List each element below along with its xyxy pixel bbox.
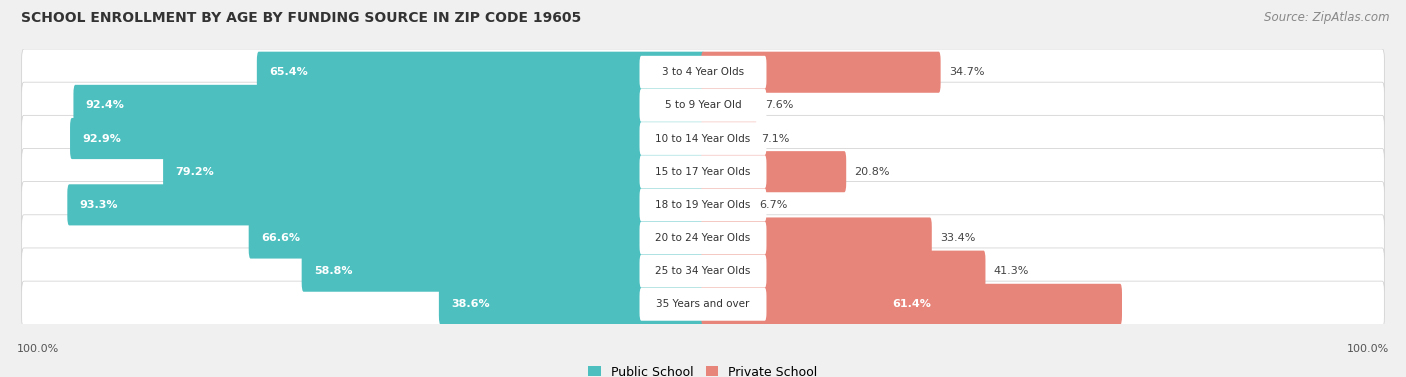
FancyBboxPatch shape (249, 218, 704, 259)
FancyBboxPatch shape (640, 255, 766, 288)
FancyBboxPatch shape (257, 52, 704, 93)
FancyBboxPatch shape (702, 85, 756, 126)
FancyBboxPatch shape (640, 222, 766, 254)
FancyBboxPatch shape (702, 52, 941, 93)
Text: 38.6%: 38.6% (451, 299, 489, 309)
FancyBboxPatch shape (702, 251, 986, 292)
FancyBboxPatch shape (21, 182, 1385, 228)
Text: 7.6%: 7.6% (765, 100, 793, 110)
Text: 79.2%: 79.2% (176, 167, 214, 177)
Text: 33.4%: 33.4% (941, 233, 976, 243)
FancyBboxPatch shape (702, 184, 751, 225)
Text: 20.8%: 20.8% (855, 167, 890, 177)
Text: 92.4%: 92.4% (86, 100, 125, 110)
Text: 5 to 9 Year Old: 5 to 9 Year Old (665, 100, 741, 110)
FancyBboxPatch shape (73, 85, 704, 126)
Text: 34.7%: 34.7% (949, 67, 984, 77)
FancyBboxPatch shape (702, 118, 754, 159)
Text: 15 to 17 Year Olds: 15 to 17 Year Olds (655, 167, 751, 177)
Text: 61.4%: 61.4% (891, 299, 931, 309)
Text: SCHOOL ENROLLMENT BY AGE BY FUNDING SOURCE IN ZIP CODE 19605: SCHOOL ENROLLMENT BY AGE BY FUNDING SOUR… (21, 11, 581, 25)
FancyBboxPatch shape (21, 115, 1385, 162)
Text: 18 to 19 Year Olds: 18 to 19 Year Olds (655, 200, 751, 210)
FancyBboxPatch shape (702, 151, 846, 192)
FancyBboxPatch shape (21, 49, 1385, 95)
Text: 20 to 24 Year Olds: 20 to 24 Year Olds (655, 233, 751, 243)
Text: 100.0%: 100.0% (1347, 344, 1389, 354)
FancyBboxPatch shape (702, 284, 1122, 325)
Text: 58.8%: 58.8% (314, 266, 353, 276)
FancyBboxPatch shape (21, 82, 1385, 129)
Text: 41.3%: 41.3% (994, 266, 1029, 276)
FancyBboxPatch shape (640, 155, 766, 188)
Text: 7.1%: 7.1% (762, 133, 790, 144)
FancyBboxPatch shape (70, 118, 704, 159)
Text: 65.4%: 65.4% (269, 67, 308, 77)
FancyBboxPatch shape (163, 151, 704, 192)
Text: 35 Years and over: 35 Years and over (657, 299, 749, 309)
FancyBboxPatch shape (640, 288, 766, 321)
FancyBboxPatch shape (21, 248, 1385, 294)
FancyBboxPatch shape (640, 89, 766, 122)
Text: 3 to 4 Year Olds: 3 to 4 Year Olds (662, 67, 744, 77)
Text: 6.7%: 6.7% (759, 200, 787, 210)
Text: 66.6%: 66.6% (262, 233, 299, 243)
Text: 100.0%: 100.0% (17, 344, 59, 354)
FancyBboxPatch shape (640, 188, 766, 221)
FancyBboxPatch shape (640, 56, 766, 89)
FancyBboxPatch shape (439, 284, 704, 325)
FancyBboxPatch shape (302, 251, 704, 292)
Text: 92.9%: 92.9% (83, 133, 121, 144)
FancyBboxPatch shape (67, 184, 704, 225)
Text: 10 to 14 Year Olds: 10 to 14 Year Olds (655, 133, 751, 144)
FancyBboxPatch shape (640, 122, 766, 155)
Text: 25 to 34 Year Olds: 25 to 34 Year Olds (655, 266, 751, 276)
Text: 93.3%: 93.3% (80, 200, 118, 210)
Text: Source: ZipAtlas.com: Source: ZipAtlas.com (1264, 11, 1389, 24)
FancyBboxPatch shape (21, 149, 1385, 195)
Legend: Public School, Private School: Public School, Private School (588, 366, 818, 377)
FancyBboxPatch shape (21, 215, 1385, 261)
FancyBboxPatch shape (702, 218, 932, 259)
FancyBboxPatch shape (21, 281, 1385, 328)
